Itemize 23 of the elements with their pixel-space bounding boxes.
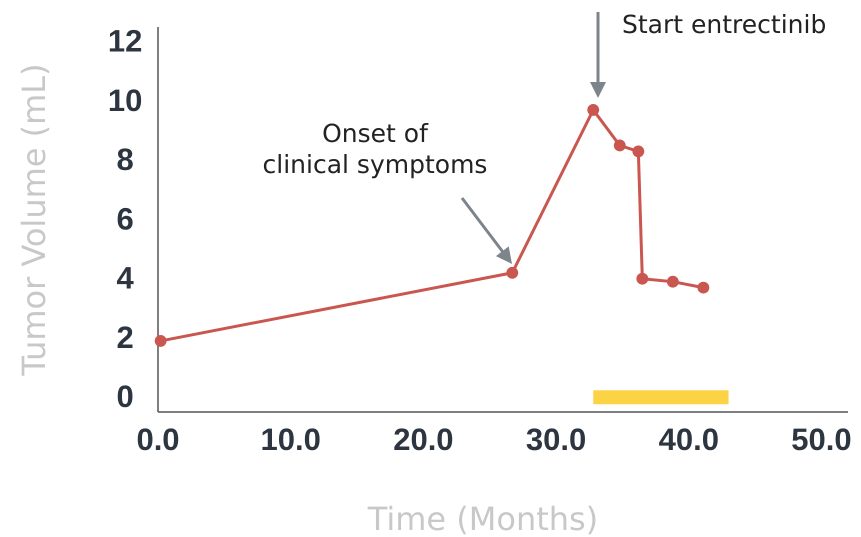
point [587, 104, 600, 116]
y-tick-label: 2 [116, 320, 134, 355]
x-tick-label: 50.0 [791, 422, 852, 458]
point [697, 282, 710, 294]
point [154, 335, 167, 347]
annotation: Onset of clinical symptoms [262, 119, 488, 179]
y-tick-label: 6 [116, 201, 134, 236]
point [636, 272, 648, 285]
y-tick-label: 0 [116, 379, 134, 414]
annotation: Start entrectinib [622, 10, 826, 39]
x-tick-label: 0.0 [136, 422, 180, 458]
point [632, 145, 644, 158]
point [506, 266, 518, 279]
x-tick-label: 20.0 [393, 422, 454, 458]
y-tick-label: 8 [116, 142, 134, 178]
x-tick-label: 30.0 [526, 422, 586, 458]
y-tick-label: 4 [116, 260, 135, 296]
y-tick-label: 10 [108, 82, 142, 118]
x-tick-label: 10.0 [260, 422, 321, 458]
point [614, 140, 626, 152]
y-tick-label: 12 [108, 24, 142, 59]
point [666, 276, 679, 288]
x-tick-label: 40.0 [658, 422, 719, 458]
